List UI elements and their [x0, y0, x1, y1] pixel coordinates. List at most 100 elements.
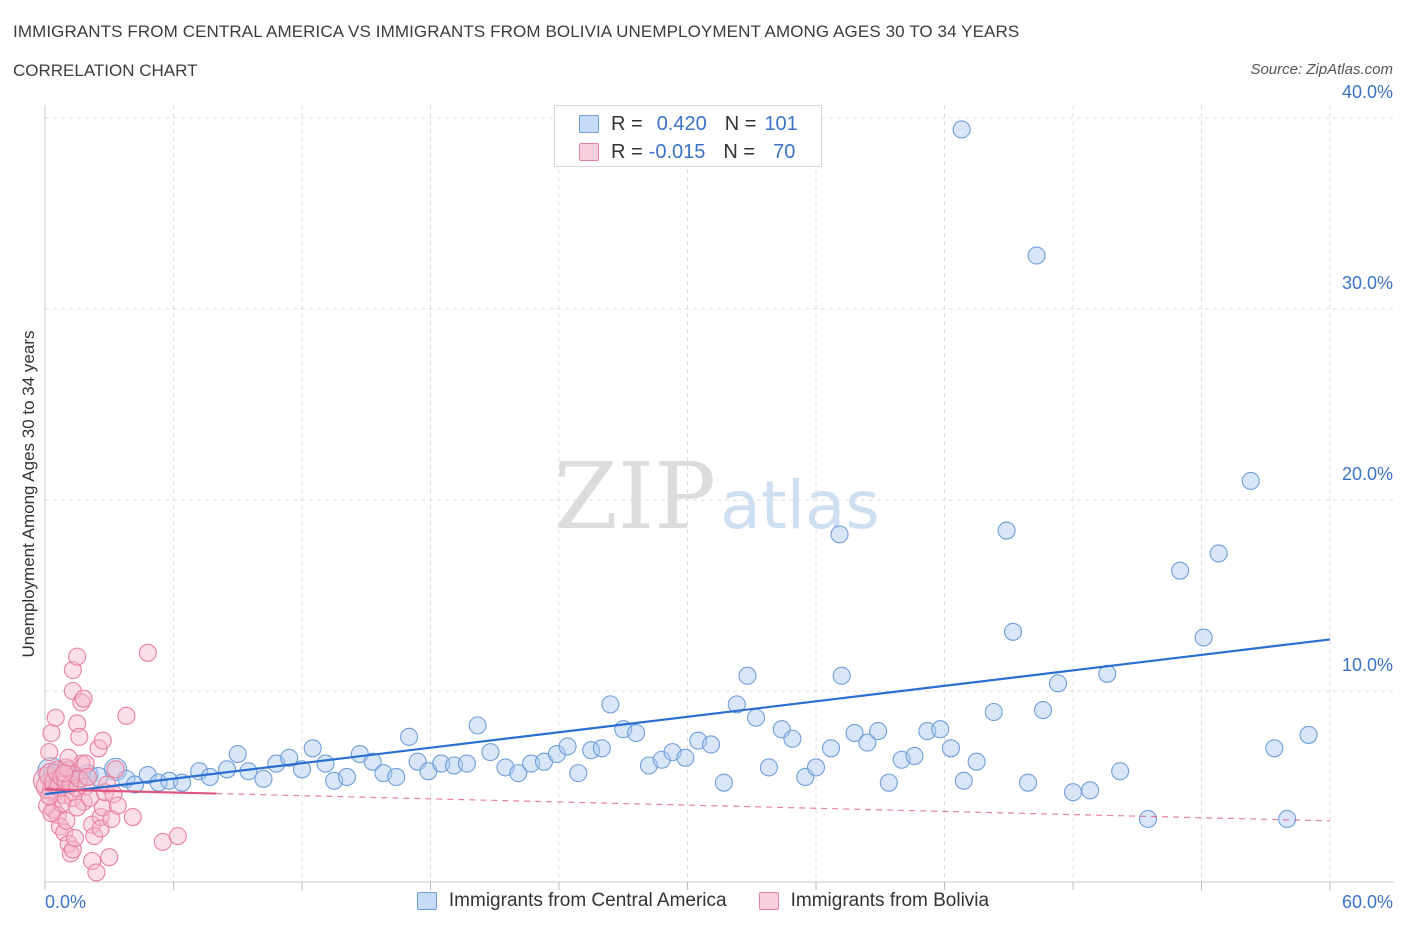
y-tick-label: 10.0% — [1342, 655, 1393, 675]
blue-point — [869, 722, 888, 741]
pink-point — [57, 811, 76, 830]
pink-point — [100, 848, 119, 867]
blue-point — [363, 752, 382, 771]
blue-point — [952, 120, 971, 139]
blue-point — [806, 758, 826, 777]
legend-r-label-blue: R = — [611, 112, 643, 135]
legend-label-bolivia: Immigrants from Bolivia — [790, 890, 990, 911]
blue-point — [783, 729, 802, 748]
blue-point — [1003, 622, 1023, 641]
blue-point — [652, 750, 671, 769]
chart-title: IMMIGRANTS FROM CENTRAL AMERICA VS IMMIG… — [13, 22, 1020, 41]
blue-point — [997, 521, 1016, 540]
blue-point — [547, 744, 566, 764]
blue-point — [1027, 246, 1046, 265]
legend-row-pink: R = -0.015 N = 70 — [579, 138, 795, 166]
legend-swatch-central-america — [416, 892, 437, 910]
blue-point — [280, 748, 299, 767]
legend-row-blue: R = 0.420 N = 101 — [579, 110, 798, 138]
legend-r-label-pink: R = — [611, 140, 643, 163]
blue-point — [200, 767, 219, 787]
blue-point — [676, 748, 695, 767]
series-pink — [32, 643, 187, 882]
watermark-zip: ZIP — [554, 443, 716, 550]
blue-point — [1018, 773, 1038, 792]
x-tick-label-min: 0.0% — [45, 892, 86, 912]
tick-labels: 10.0% 20.0% 30.0% 40.0% 0.0% 60.0% — [45, 82, 1393, 912]
pink-point — [68, 647, 87, 666]
blue-point — [1278, 809, 1297, 829]
pink-point — [74, 689, 93, 708]
blue-point — [931, 720, 950, 739]
blue-point — [1081, 781, 1100, 800]
pink-point — [138, 643, 157, 662]
pink-point — [106, 760, 125, 779]
grid-lines — [45, 105, 1395, 882]
pink-point — [42, 804, 61, 823]
legend-label-central-america: Immigrants from Central America — [448, 890, 727, 911]
chart-subtitle: CORRELATION CHART — [13, 61, 198, 80]
blue-point — [858, 733, 877, 752]
pink-point — [40, 743, 59, 762]
blue-point — [303, 739, 322, 758]
blue-point — [627, 723, 646, 743]
blue-point — [1138, 809, 1158, 829]
blue-point — [104, 757, 128, 781]
x-tick-label-max: 60.0% — [1342, 892, 1393, 912]
trend-line-bolivia-dashed — [216, 792, 1331, 822]
pink-point — [87, 863, 106, 882]
pink-point — [78, 767, 97, 787]
legend-n-label-blue: N = — [724, 112, 757, 135]
pink-point — [63, 840, 82, 859]
blue-point — [217, 760, 237, 779]
pink-point — [42, 723, 61, 743]
blue-point — [138, 765, 157, 785]
pink-point — [83, 851, 102, 871]
blue-point — [1111, 762, 1130, 781]
blue-point — [292, 760, 312, 779]
blue-point — [1194, 628, 1213, 647]
blue-point — [984, 702, 1003, 722]
blue-point — [759, 758, 778, 777]
pink-point — [117, 706, 136, 725]
pink-point — [55, 823, 74, 842]
blue-point — [228, 744, 247, 764]
pink-point — [123, 808, 142, 827]
correlation-legend: R = 0.420 N = 101 R = -0.015 N = 70 — [554, 105, 822, 167]
blue-point — [830, 525, 849, 544]
legend-swatch-blue — [579, 115, 599, 133]
pink-point — [59, 748, 78, 767]
blue-point — [905, 746, 924, 765]
blue-point — [1033, 701, 1053, 720]
blue-point — [845, 723, 864, 743]
blue-point — [967, 752, 986, 771]
legend-n-value-blue: 101 — [764, 112, 798, 135]
blue-point — [457, 754, 476, 773]
trend-line-central-america — [44, 638, 1331, 796]
trend-lines — [44, 638, 1331, 822]
legend-n-value-pink: 70 — [773, 140, 796, 163]
watermark: ZIP atlas — [554, 443, 880, 550]
blue-point — [558, 737, 577, 756]
blue-point — [337, 767, 357, 787]
blue-point — [1209, 544, 1228, 563]
axes — [44, 105, 1395, 890]
legend-r-value-pink: -0.015 — [648, 140, 706, 163]
pink-point — [76, 754, 95, 773]
legend-swatch-bolivia — [758, 892, 779, 910]
blue-point — [592, 739, 611, 758]
pink-point — [68, 714, 87, 733]
blue-point — [601, 695, 620, 714]
blue-point — [702, 735, 721, 754]
blue-point — [954, 771, 973, 790]
blue-point — [254, 769, 273, 788]
blue-point — [714, 773, 733, 792]
legend-n-label-pink: N = — [723, 140, 756, 163]
blue-point — [1265, 739, 1284, 758]
series-legend: Immigrants from Central America Immigran… — [0, 890, 1406, 912]
legend-item-bolivia[interactable]: Immigrants from Bolivia — [758, 890, 990, 912]
blue-point — [569, 764, 588, 783]
pink-point — [65, 829, 85, 848]
legend-item-central-america[interactable]: Immigrants from Central America — [416, 890, 727, 912]
